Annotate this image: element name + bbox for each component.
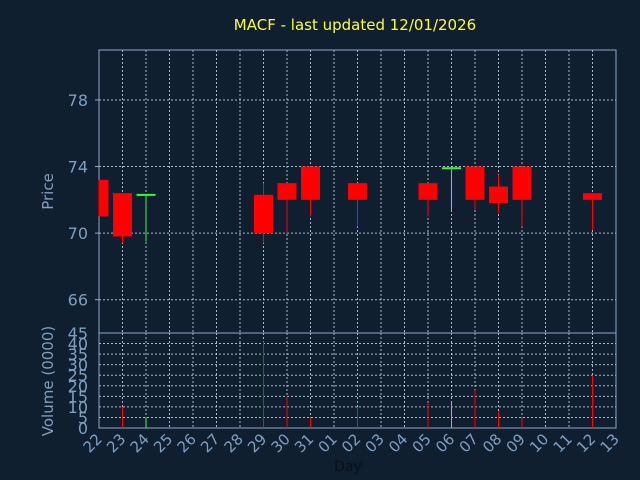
x-tick-label: 10 <box>526 430 552 456</box>
x-tick-label: 06 <box>432 430 458 456</box>
x-tick-label: 29 <box>244 430 270 456</box>
candle-body <box>418 183 438 200</box>
candle-body <box>99 179 109 217</box>
volume-tick-label: 25 <box>68 366 88 385</box>
x-tick-label: 11 <box>550 430 576 456</box>
volume-tick-label: 40 <box>68 335 88 354</box>
volume-tick-label: 45 <box>68 324 88 343</box>
x-tick-label: 26 <box>174 430 200 456</box>
x-tick-label: 07 <box>456 430 482 456</box>
candle-body <box>465 166 485 200</box>
candle-body <box>348 183 367 200</box>
candle-body <box>512 166 532 200</box>
price-tick-label: 78 <box>68 91 88 110</box>
x-tick-label: 05 <box>409 430 435 456</box>
x-axis-label: Day <box>334 459 362 475</box>
volume-tick-label: 10 <box>68 398 88 417</box>
candle-body <box>277 183 297 200</box>
volume-tick-label: 5 <box>78 408 88 427</box>
volume-axis-label: Volume (0000) <box>39 326 57 436</box>
x-tick-label: 03 <box>362 430 388 456</box>
volume-tick-label: 30 <box>68 356 88 375</box>
price-tick-label: 66 <box>68 291 88 310</box>
x-tick-label: 04 <box>385 430 411 456</box>
x-tick-label: 27 <box>197 430 223 456</box>
x-tick-label: 09 <box>503 430 529 456</box>
x-tick-label: 28 <box>221 430 247 456</box>
price-tick-label: 74 <box>68 158 88 177</box>
candle-body <box>489 186 508 204</box>
x-tick-label: 25 <box>150 430 176 456</box>
volume-tick-label: 20 <box>68 377 88 396</box>
candle-body <box>254 194 273 234</box>
x-tick-label: 30 <box>268 430 294 456</box>
candle-body <box>301 166 320 200</box>
x-tick-label: 12 <box>573 430 599 456</box>
x-tick-label: 01 <box>315 430 341 456</box>
candle-body <box>583 193 602 200</box>
x-tick-label: 23 <box>103 430 129 456</box>
volume-tick-label: 35 <box>68 345 88 364</box>
volume-tick-label: 15 <box>68 387 88 406</box>
volume-tick-label: 0 <box>78 419 88 438</box>
x-tick-label: 08 <box>479 430 505 456</box>
x-tick-label: 31 <box>291 430 317 456</box>
chart-title: MACF - last updated 12/01/2026 <box>234 16 476 34</box>
candle-body <box>113 193 132 237</box>
x-tick-label: 13 <box>597 430 623 456</box>
price-tick-label: 70 <box>68 224 88 243</box>
price-axis-label: Price <box>39 173 57 210</box>
x-tick-label: 24 <box>127 430 153 456</box>
x-tick-label: 02 <box>338 430 364 456</box>
